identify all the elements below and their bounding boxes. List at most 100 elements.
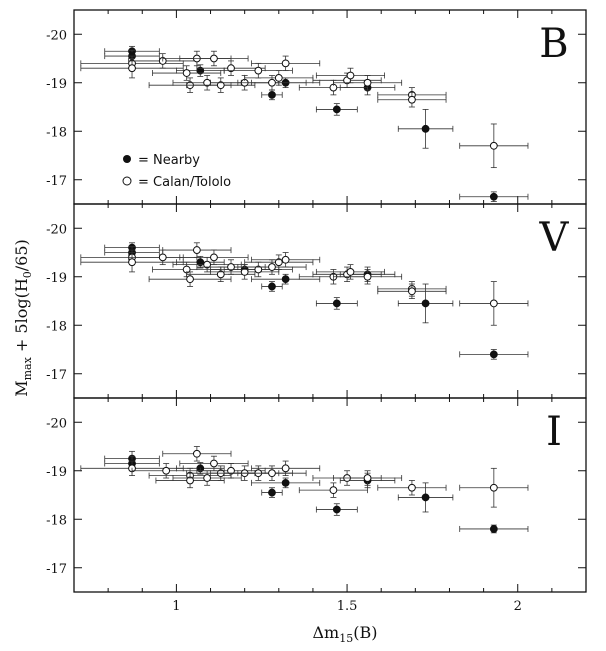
calan-tololo-point: [298, 482, 368, 498]
calan-tololo-marker: [408, 483, 416, 492]
calan-tololo-marker: [192, 449, 201, 458]
y-tick-label: -17: [46, 368, 67, 383]
calan-tololo-marker: [408, 95, 416, 104]
y-tick-label: -18: [46, 319, 67, 334]
nearby-point: [261, 487, 283, 498]
panel-label-i: I: [546, 409, 562, 455]
calan-tololo-point: [179, 249, 249, 266]
calan-tololo-point: [155, 472, 225, 489]
calan-tololo-point: [196, 463, 266, 479]
x-tick-label: 2: [514, 599, 522, 614]
panel-label-v: V: [539, 215, 570, 261]
nearby-marker: [281, 275, 290, 284]
legend: = Nearby = Calan/Tololo: [122, 153, 231, 190]
calan-tololo-marker: [128, 64, 136, 73]
calan-tololo-marker: [210, 54, 218, 63]
calan-tololo-point: [223, 62, 293, 79]
y-tick-label: -20: [46, 28, 67, 43]
calan-tololo-point: [312, 266, 382, 283]
calan-tololo-marker: [192, 246, 201, 254]
panel-frame-i: [73, 397, 587, 593]
calan-tololo-marker: [216, 81, 225, 90]
nearby-point: [459, 191, 529, 202]
calan-tololo-marker: [274, 74, 283, 82]
calan-tololo-point: [459, 467, 529, 508]
calan-tololo-point: [237, 75, 307, 91]
nearby-marker: [421, 299, 430, 308]
calan-tololo-point: [459, 281, 529, 326]
calan-tololo-marker: [186, 476, 194, 485]
calan-tololo-marker: [489, 141, 498, 150]
calan-tololo-marker: [162, 466, 171, 475]
y-tick-label: -19: [46, 77, 67, 92]
calan-tololo-point: [377, 480, 447, 496]
calan-tololo-point: [80, 58, 184, 79]
y-tick-label: -18: [46, 513, 67, 528]
nearby-point: [397, 283, 454, 324]
calan-tololo-point: [333, 470, 403, 486]
calan-tololo-point: [333, 269, 403, 285]
nearby-marker: [268, 488, 276, 497]
nearby-point: [251, 273, 321, 285]
legend-calan-label: = Calan/Tololo: [138, 175, 231, 190]
nearby-point: [251, 477, 321, 489]
calan-tololo-point: [152, 65, 222, 81]
nearby-point: [175, 255, 225, 269]
calan-tololo-marker: [281, 59, 290, 68]
calan-tololo-marker: [210, 459, 218, 468]
x-tick-label: 1: [172, 599, 180, 614]
calan-tololo-point: [244, 70, 314, 86]
nearby-marker: [421, 124, 430, 133]
calan-tololo-marker: [186, 275, 194, 284]
panel-i: -20 -19 -18 -17 I: [46, 397, 587, 593]
panels-layer: -20 -19 -18 -17 B -20 -19 -18 -17 V -20 -19 -18 -17 I 1…: [46, 9, 587, 614]
panel-frame-v: [73, 203, 587, 399]
nearby-point: [397, 109, 454, 149]
y-axis-title: Mmax + 5log(H0/65): [12, 239, 34, 397]
calan-tololo-marker: [203, 474, 212, 482]
nearby-marker: [268, 90, 276, 99]
calan-tololo-marker: [281, 255, 290, 264]
calan-tololo-point: [377, 283, 447, 299]
calan-tololo-marker: [210, 253, 218, 262]
calan-tololo-marker: [274, 258, 283, 267]
calan-tololo-point: [315, 67, 386, 84]
y-tick-label: -20: [46, 416, 67, 431]
y-tick-label: -17: [46, 562, 67, 577]
calan-tololo-point: [459, 123, 529, 169]
calan-tololo-point: [333, 75, 403, 91]
nearby-marker: [281, 478, 290, 487]
nearby-marker: [489, 350, 498, 359]
x-axis-title: Δm15(B): [313, 623, 378, 645]
calan-tololo-marker: [182, 69, 191, 77]
calan-tololo-marker: [268, 78, 276, 87]
nearby-marker: [421, 493, 430, 502]
calan-tololo-marker: [329, 486, 338, 495]
y-tick-label: -20: [46, 222, 67, 237]
calan-tololo-point: [162, 446, 232, 462]
calan-tololo-point: [186, 266, 256, 283]
nearby-point: [459, 349, 529, 360]
nearby-point: [315, 503, 358, 516]
panel-v: -20 -19 -18 -17 V: [46, 203, 587, 399]
y-tick-label: -17: [46, 174, 67, 189]
calan-tololo-point: [196, 60, 266, 76]
y-tick-label: -18: [46, 125, 67, 140]
y-tick-label: -19: [46, 465, 67, 480]
calan-tololo-marker: [158, 253, 167, 262]
nearby-marker: [332, 299, 341, 308]
calan-tololo-marker: [281, 464, 290, 473]
y-tick-label: -19: [46, 271, 67, 286]
calan-tololo-point: [377, 92, 447, 108]
calan-tololo-point: [80, 252, 184, 273]
calan-tololo-point: [172, 256, 242, 273]
calan-tololo-marker: [227, 64, 235, 73]
calan-tololo-marker: [216, 270, 225, 279]
calan-tololo-marker: [268, 263, 276, 271]
calan-tololo-marker: [227, 263, 235, 271]
nearby-marker: [332, 105, 341, 114]
calan-tololo-marker: [489, 483, 498, 492]
nearby-point: [459, 524, 529, 534]
calan-tololo-marker: [363, 272, 372, 281]
